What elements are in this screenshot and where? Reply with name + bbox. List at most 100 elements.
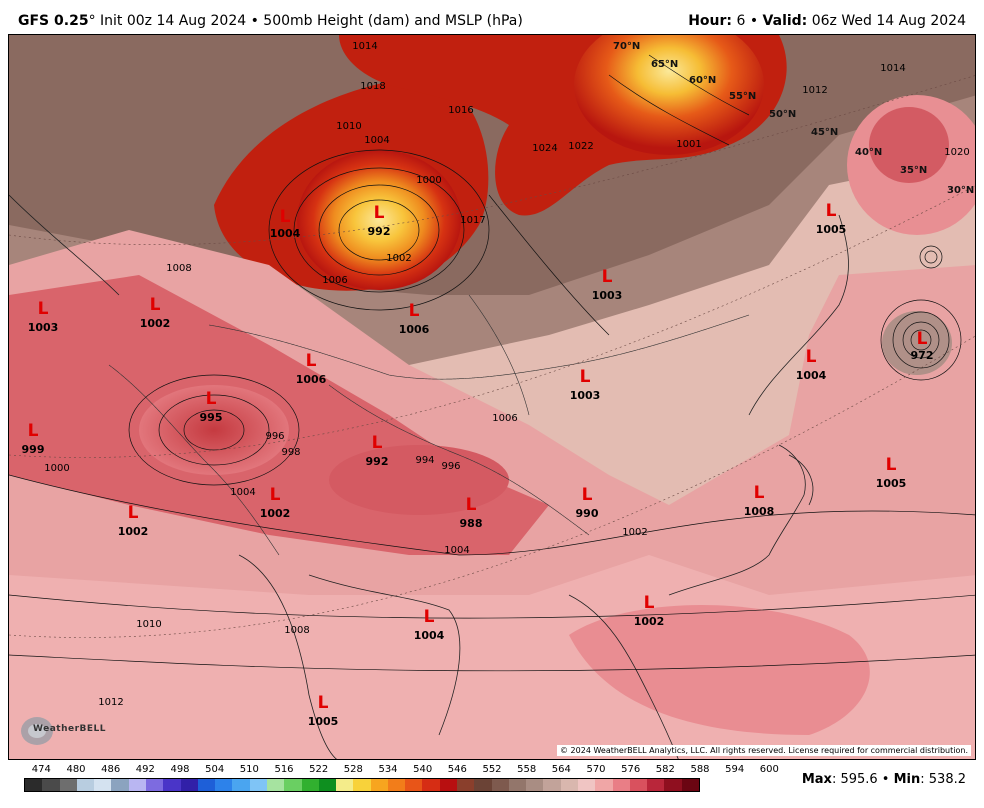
low-marker: L bbox=[279, 207, 291, 227]
colorbar-swatch bbox=[76, 779, 95, 791]
colorbar-swatch bbox=[336, 779, 354, 791]
isobar-label: 1004 bbox=[230, 487, 256, 498]
low-pressure-value: 988 bbox=[459, 517, 483, 530]
isobar-label: 1014 bbox=[352, 41, 378, 52]
isobar-label: 1006 bbox=[492, 413, 518, 424]
low-pressure-value: 1004 bbox=[795, 369, 827, 382]
colorbar-tick-label: 528 bbox=[343, 764, 363, 775]
low-marker: L bbox=[579, 367, 591, 387]
max-label: Max bbox=[801, 772, 832, 787]
low-marker: L bbox=[916, 329, 928, 349]
isobar-label: 996 bbox=[441, 461, 461, 472]
low-pressure-value: 1003 bbox=[569, 389, 601, 402]
colorbar-swatch bbox=[681, 779, 699, 791]
lat-label: 65°N bbox=[651, 59, 679, 70]
colorbar-swatch bbox=[59, 779, 77, 791]
isobar-label: 1001 bbox=[676, 139, 702, 150]
weatherbell-logo: WeatherBELL bbox=[15, 711, 106, 751]
low-pressure-value: 992 bbox=[365, 455, 389, 468]
colorbar-tick-label: 474 bbox=[31, 764, 51, 775]
lat-label: 30°N bbox=[947, 185, 975, 196]
colorbar-swatch bbox=[578, 779, 596, 791]
colorbar-tick-label: 600 bbox=[759, 764, 779, 775]
colorbar-swatch bbox=[232, 779, 250, 791]
colorbar-tick-label: 534 bbox=[378, 764, 398, 775]
isobar-label: 1020 bbox=[944, 147, 970, 158]
colorbar-swatch bbox=[629, 779, 648, 791]
colorbar-swatch bbox=[145, 779, 164, 791]
colorbar-swatch bbox=[128, 779, 146, 791]
model-name: GFS 0.25 bbox=[18, 13, 89, 29]
colorbar-swatch bbox=[266, 779, 285, 791]
isobar-label: 1008 bbox=[284, 625, 310, 636]
colorbar-swatch bbox=[111, 779, 129, 791]
colorbar-swatch bbox=[370, 779, 388, 791]
colorbar-tick-label: 582 bbox=[655, 764, 675, 775]
low-marker: L bbox=[805, 347, 817, 367]
isobar-label: 1010 bbox=[336, 121, 362, 132]
isobar-label: 1004 bbox=[364, 135, 390, 146]
weather-map[interactable]: 70°N 65°N 60°N 55°N 50°N 45°N 40°N 35°N … bbox=[8, 34, 976, 760]
isobar-label: 1024 bbox=[532, 143, 558, 154]
low-pressure-value: 1005 bbox=[307, 715, 339, 728]
colorbar-tick-label: 498 bbox=[170, 764, 190, 775]
colorbar-tick-label: 540 bbox=[413, 764, 433, 775]
max-value: : 595.6 • bbox=[831, 772, 894, 787]
colorbar-swatch bbox=[25, 779, 43, 791]
colorbar-tick-labels: 474 480 486 492 498 504 510 516 522 528 534 540 546 5… bbox=[24, 764, 779, 777]
isobar-label: 1016 bbox=[448, 105, 474, 116]
lat-label: 45°N bbox=[811, 127, 839, 138]
isobar-label: 1000 bbox=[44, 463, 70, 474]
colorbar-swatch bbox=[42, 779, 60, 791]
lat-label: 60°N bbox=[689, 75, 717, 86]
isobar-label: 1010 bbox=[136, 619, 162, 630]
colorbar-swatch bbox=[612, 779, 630, 791]
low-marker: L bbox=[317, 693, 329, 713]
colorbar-tick-label: 564 bbox=[551, 764, 571, 775]
low-marker: L bbox=[305, 351, 317, 371]
low-pressure-value: 1002 bbox=[633, 615, 665, 628]
colorbar-swatch bbox=[474, 779, 492, 791]
isobar-label: 1018 bbox=[360, 81, 386, 92]
colorbar-swatch bbox=[94, 779, 112, 791]
init-description: Init 00z 14 Aug 2024 • 500mb Height (dam… bbox=[95, 13, 523, 29]
colorbar-swatch bbox=[457, 779, 475, 791]
colorbar-swatch bbox=[491, 779, 509, 791]
colorbar-swatch bbox=[647, 779, 665, 791]
tibet-zone bbox=[329, 445, 509, 515]
colorbar-swatch bbox=[387, 779, 406, 791]
colorbar-swatch bbox=[197, 779, 216, 791]
isobar-label: 1012 bbox=[98, 697, 124, 708]
low-marker: L bbox=[885, 455, 897, 475]
low-pressure-value: 1005 bbox=[815, 223, 847, 236]
colorbar-tick-label: 570 bbox=[586, 764, 606, 775]
colorbar-swatch bbox=[180, 779, 198, 791]
colorbar-tick-label: 546 bbox=[447, 764, 467, 775]
low-pressure-value: 990 bbox=[575, 507, 599, 520]
low-marker: L bbox=[408, 301, 420, 321]
isobar-label: 1008 bbox=[166, 263, 192, 274]
heat-low-core bbox=[139, 385, 289, 475]
colorbar-swatch bbox=[439, 779, 458, 791]
colorbar-tick-label: 492 bbox=[135, 764, 155, 775]
colorbar-tick-label: 486 bbox=[101, 764, 121, 775]
chart-title: GFS 0.25° Init 00z 14 Aug 2024 • 500mb H… bbox=[18, 13, 523, 29]
low-pressure-value: 1003 bbox=[591, 289, 623, 302]
isobar-label: 998 bbox=[281, 447, 301, 458]
valid-label: Valid: bbox=[762, 13, 808, 29]
isobar-label: 1002 bbox=[622, 527, 648, 538]
colorbar bbox=[24, 778, 700, 792]
low-marker: L bbox=[27, 421, 39, 441]
low-marker: L bbox=[825, 201, 837, 221]
low-marker: L bbox=[205, 389, 217, 409]
isobar-label: 996 bbox=[265, 431, 285, 442]
low-marker: L bbox=[581, 485, 593, 505]
colorbar-tick-label: 552 bbox=[482, 764, 502, 775]
low-marker: L bbox=[269, 485, 281, 505]
low-marker: L bbox=[373, 203, 385, 223]
colorbar-tick-label: 594 bbox=[725, 764, 745, 775]
low-pressure-value: 999 bbox=[21, 443, 45, 456]
colorbar-tick-label: 480 bbox=[66, 764, 86, 775]
lat-label: 55°N bbox=[729, 91, 757, 102]
colorbar-swatch bbox=[284, 779, 302, 791]
